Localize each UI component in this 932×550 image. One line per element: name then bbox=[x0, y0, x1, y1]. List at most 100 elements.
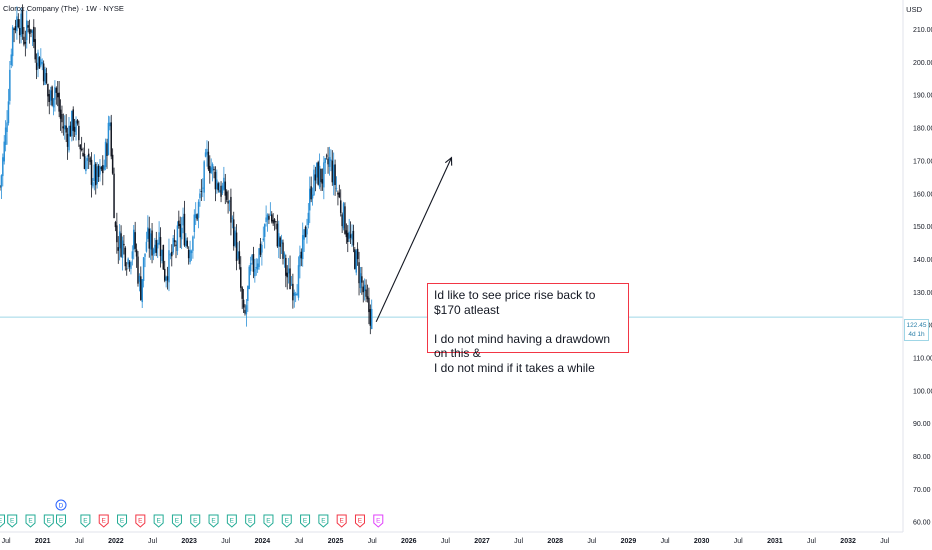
x-tick-label: 2032 bbox=[840, 538, 856, 545]
earnings-marker[interactable]: E bbox=[281, 514, 292, 528]
candle bbox=[173, 229, 176, 247]
x-tick-label: 2031 bbox=[767, 538, 783, 545]
candle bbox=[256, 258, 259, 273]
candle bbox=[294, 291, 297, 303]
candle bbox=[17, 13, 20, 29]
bar-countdown: 4d 1h bbox=[908, 331, 925, 338]
candle bbox=[27, 20, 29, 33]
candle bbox=[30, 29, 32, 38]
svg-text:E: E bbox=[83, 518, 88, 525]
candle bbox=[269, 202, 272, 216]
candle bbox=[73, 118, 76, 137]
candle bbox=[66, 127, 69, 160]
candle bbox=[64, 115, 66, 140]
candle bbox=[65, 114, 67, 143]
candle bbox=[186, 237, 189, 249]
candle bbox=[216, 169, 218, 194]
earnings-marker[interactable]: E bbox=[171, 514, 182, 528]
candle bbox=[3, 135, 5, 165]
candle bbox=[248, 264, 250, 290]
candle bbox=[62, 113, 65, 136]
earnings-marker[interactable]: E bbox=[245, 514, 256, 528]
candle bbox=[121, 236, 124, 271]
earnings-marker[interactable]: E bbox=[373, 514, 384, 528]
earnings-marker[interactable]: E bbox=[226, 514, 237, 528]
candle bbox=[190, 249, 193, 261]
earnings-marker[interactable]: E bbox=[43, 514, 54, 528]
candle bbox=[51, 85, 53, 107]
svg-text:E: E bbox=[156, 518, 161, 525]
earnings-marker[interactable]: E bbox=[354, 514, 365, 528]
candle bbox=[162, 244, 165, 270]
candle bbox=[355, 249, 357, 276]
candle bbox=[165, 275, 167, 288]
candle bbox=[189, 240, 191, 265]
earnings-marker[interactable]: E bbox=[263, 514, 274, 528]
candle bbox=[199, 188, 201, 207]
candle bbox=[148, 216, 150, 258]
candle bbox=[21, 4, 24, 40]
earnings-marker[interactable]: E bbox=[336, 514, 347, 528]
candle bbox=[144, 253, 146, 268]
earnings-marker[interactable]: E bbox=[117, 514, 128, 528]
candle bbox=[18, 19, 21, 44]
note-line-1: Id like to see price rise back to $170 a… bbox=[434, 288, 596, 317]
candle bbox=[354, 246, 356, 270]
candle bbox=[52, 98, 55, 116]
candle bbox=[356, 242, 359, 266]
candle bbox=[331, 150, 334, 186]
candle bbox=[311, 187, 314, 206]
candle bbox=[304, 225, 307, 238]
candle bbox=[28, 19, 31, 44]
candle bbox=[56, 80, 59, 107]
candle bbox=[48, 89, 51, 115]
candle bbox=[255, 258, 258, 276]
candle bbox=[327, 147, 329, 174]
candle bbox=[142, 256, 145, 288]
candle bbox=[182, 207, 184, 234]
candle bbox=[159, 227, 162, 268]
candle bbox=[41, 58, 43, 71]
earnings-marker[interactable]: E bbox=[153, 514, 164, 528]
candle bbox=[221, 182, 224, 195]
candle bbox=[107, 115, 110, 156]
candle bbox=[169, 252, 172, 260]
candle bbox=[171, 244, 173, 267]
candle bbox=[211, 162, 214, 182]
earnings-marker[interactable]: E bbox=[208, 514, 219, 528]
candle bbox=[296, 284, 298, 296]
last-price-tag: 122.45 4d 1h bbox=[904, 319, 929, 341]
symbol-title[interactable]: Clorox Company (The) · 1W · NYSE bbox=[3, 4, 124, 13]
candle bbox=[72, 106, 74, 141]
candle bbox=[33, 19, 35, 49]
candle bbox=[342, 201, 345, 231]
candle bbox=[303, 228, 305, 252]
earnings-marker[interactable]: E bbox=[318, 514, 329, 528]
trend-arrow[interactable] bbox=[375, 157, 452, 323]
candle bbox=[54, 80, 56, 112]
svg-text:E: E bbox=[285, 518, 290, 525]
earnings-marker[interactable]: E bbox=[98, 514, 109, 528]
y-tick-label: 180.00 bbox=[913, 126, 932, 133]
candle bbox=[247, 285, 249, 312]
earnings-marker[interactable]: E bbox=[56, 514, 67, 528]
candle bbox=[26, 10, 28, 49]
candle bbox=[365, 279, 367, 303]
earnings-marker[interactable]: E bbox=[0, 514, 5, 528]
candle bbox=[87, 148, 90, 169]
text-note-box[interactable]: Id like to see price rise back to $170 a… bbox=[427, 283, 629, 375]
candle bbox=[347, 225, 349, 253]
earnings-marker[interactable]: E bbox=[300, 514, 311, 528]
earnings-marker[interactable]: E bbox=[25, 514, 36, 528]
earnings-marker[interactable]: E bbox=[135, 514, 146, 528]
candle bbox=[94, 162, 97, 195]
candle bbox=[231, 215, 234, 229]
earnings-marker[interactable]: E bbox=[80, 514, 91, 528]
earnings-marker[interactable]: E bbox=[7, 514, 18, 528]
dividend-marker[interactable]: D bbox=[55, 499, 67, 511]
svg-text:E: E bbox=[230, 518, 235, 525]
candle bbox=[75, 116, 77, 141]
earnings-marker[interactable]: E bbox=[190, 514, 201, 528]
